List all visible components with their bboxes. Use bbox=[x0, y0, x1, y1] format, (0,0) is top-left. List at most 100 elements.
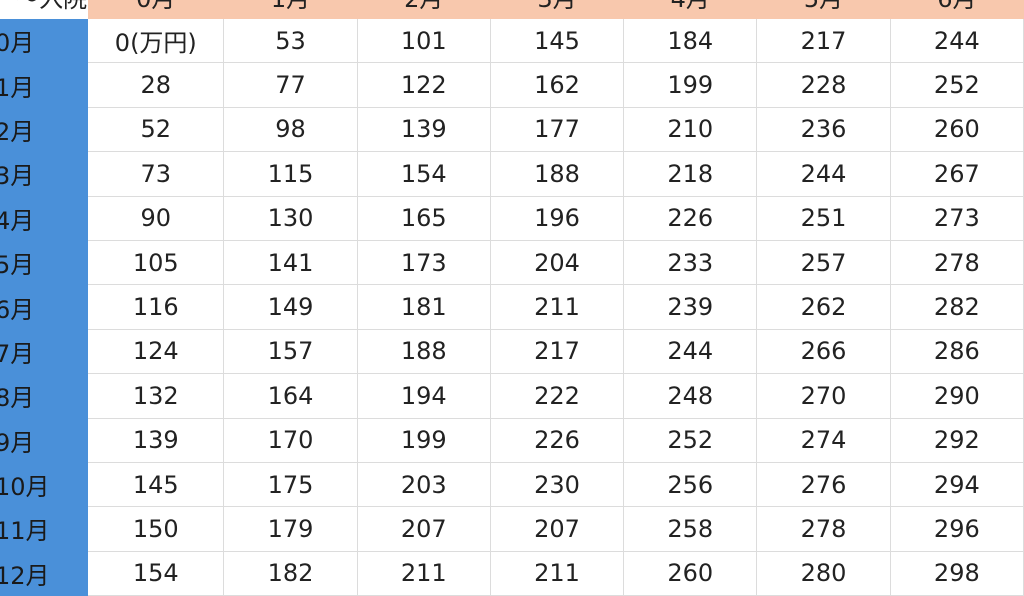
table-cell[interactable]: 251 bbox=[756, 195, 891, 241]
corner-cell[interactable]: ～入院 bbox=[0, 0, 89, 19]
table-cell[interactable]: 244 bbox=[756, 151, 891, 197]
column-header[interactable]: 3月 bbox=[489, 0, 625, 19]
table-cell[interactable]: 267 bbox=[889, 151, 1024, 197]
table-cell[interactable]: 278 bbox=[756, 506, 891, 552]
table-cell[interactable]: 218 bbox=[623, 151, 758, 197]
column-header[interactable]: 2月 bbox=[356, 0, 491, 19]
table-cell[interactable]: 226 bbox=[489, 417, 625, 463]
table-cell[interactable]: 116 bbox=[87, 284, 225, 330]
table-cell[interactable]: 162 bbox=[489, 62, 625, 108]
table-cell[interactable]: 266 bbox=[756, 328, 891, 375]
table-cell[interactable]: 154 bbox=[356, 151, 491, 197]
table-cell[interactable]: 222 bbox=[489, 373, 625, 419]
table-cell[interactable]: 256 bbox=[623, 461, 758, 508]
table-cell[interactable]: 52 bbox=[87, 106, 225, 153]
table-cell[interactable]: 252 bbox=[889, 62, 1024, 108]
table-cell[interactable]: 145 bbox=[87, 461, 225, 508]
table-cell[interactable]: 0(万円) bbox=[87, 17, 225, 64]
table-cell[interactable]: 149 bbox=[223, 284, 358, 330]
table-cell[interactable]: 145 bbox=[489, 17, 625, 64]
table-cell[interactable]: 207 bbox=[489, 506, 625, 552]
table-cell[interactable]: 236 bbox=[756, 106, 891, 153]
table-cell[interactable]: 294 bbox=[889, 461, 1024, 508]
table-cell[interactable]: 276 bbox=[756, 461, 891, 508]
row-header[interactable]: 9月 bbox=[0, 417, 89, 463]
table-cell[interactable]: 280 bbox=[756, 550, 891, 596]
table-cell[interactable]: 233 bbox=[623, 239, 758, 286]
table-cell[interactable]: 244 bbox=[889, 17, 1024, 64]
row-header[interactable]: 0月 bbox=[0, 17, 89, 64]
table-cell[interactable]: 53 bbox=[223, 17, 358, 64]
table-cell[interactable]: 239 bbox=[623, 284, 758, 330]
row-header[interactable]: 7月 bbox=[0, 328, 89, 375]
table-cell[interactable]: 139 bbox=[87, 417, 225, 463]
table-cell[interactable]: 105 bbox=[87, 239, 225, 286]
table-cell[interactable]: 173 bbox=[356, 239, 491, 286]
table-cell[interactable]: 90 bbox=[87, 195, 225, 241]
table-cell[interactable]: 270 bbox=[756, 373, 891, 419]
table-cell[interactable]: 211 bbox=[489, 284, 625, 330]
table-cell[interactable]: 177 bbox=[489, 106, 625, 153]
table-cell[interactable]: 226 bbox=[623, 195, 758, 241]
column-header[interactable]: 1月 bbox=[223, 0, 358, 19]
table-cell[interactable]: 273 bbox=[889, 195, 1024, 241]
table-cell[interactable]: 165 bbox=[356, 195, 491, 241]
table-cell[interactable]: 282 bbox=[889, 284, 1024, 330]
table-cell[interactable]: 211 bbox=[489, 550, 625, 596]
table-cell[interactable]: 196 bbox=[489, 195, 625, 241]
column-header[interactable]: 4月 bbox=[623, 0, 758, 19]
table-cell[interactable]: 278 bbox=[889, 239, 1024, 286]
table-cell[interactable]: 141 bbox=[223, 239, 358, 286]
row-header[interactable]: 3月 bbox=[0, 151, 89, 197]
table-cell[interactable]: 274 bbox=[756, 417, 891, 463]
table-cell[interactable]: 194 bbox=[356, 373, 491, 419]
table-cell[interactable]: 77 bbox=[223, 62, 358, 108]
table-cell[interactable]: 164 bbox=[223, 373, 358, 419]
table-cell[interactable]: 207 bbox=[356, 506, 491, 552]
table-cell[interactable]: 252 bbox=[623, 417, 758, 463]
table-cell[interactable]: 244 bbox=[623, 328, 758, 375]
table-cell[interactable]: 182 bbox=[223, 550, 358, 596]
table-cell[interactable]: 101 bbox=[356, 17, 491, 64]
table-cell[interactable]: 262 bbox=[756, 284, 891, 330]
table-cell[interactable]: 139 bbox=[356, 106, 491, 153]
table-cell[interactable]: 124 bbox=[87, 328, 225, 375]
row-header[interactable]: 4月 bbox=[0, 195, 89, 241]
table-cell[interactable]: 179 bbox=[223, 506, 358, 552]
row-header[interactable]: 6月 bbox=[0, 284, 89, 330]
table-cell[interactable]: 298 bbox=[889, 550, 1024, 596]
column-header[interactable]: 5月 bbox=[756, 0, 891, 19]
table-cell[interactable]: 122 bbox=[356, 62, 491, 108]
table-cell[interactable]: 188 bbox=[489, 151, 625, 197]
table-cell[interactable]: 286 bbox=[889, 328, 1024, 375]
column-header[interactable]: 0月 bbox=[87, 0, 225, 19]
table-cell[interactable]: 217 bbox=[756, 17, 891, 64]
row-header[interactable]: 5月 bbox=[0, 239, 89, 286]
table-cell[interactable]: 210 bbox=[623, 106, 758, 153]
table-cell[interactable]: 211 bbox=[356, 550, 491, 596]
table-cell[interactable]: 292 bbox=[889, 417, 1024, 463]
table-cell[interactable]: 248 bbox=[623, 373, 758, 419]
table-cell[interactable]: 260 bbox=[623, 550, 758, 596]
table-cell[interactable]: 130 bbox=[223, 195, 358, 241]
row-header[interactable]: 8月 bbox=[0, 373, 89, 419]
table-cell[interactable]: 217 bbox=[489, 328, 625, 375]
table-cell[interactable]: 184 bbox=[623, 17, 758, 64]
table-cell[interactable]: 170 bbox=[223, 417, 358, 463]
table-cell[interactable]: 204 bbox=[489, 239, 625, 286]
row-header[interactable]: 10月 bbox=[0, 461, 89, 508]
table-cell[interactable]: 132 bbox=[87, 373, 225, 419]
table-cell[interactable]: 73 bbox=[87, 151, 225, 197]
row-header[interactable]: 11月 bbox=[0, 506, 89, 552]
table-cell[interactable]: 260 bbox=[889, 106, 1024, 153]
table-cell[interactable]: 188 bbox=[356, 328, 491, 375]
row-header[interactable]: 1月 bbox=[0, 62, 89, 108]
table-cell[interactable]: 181 bbox=[356, 284, 491, 330]
table-cell[interactable]: 257 bbox=[756, 239, 891, 286]
table-cell[interactable]: 203 bbox=[356, 461, 491, 508]
table-cell[interactable]: 115 bbox=[223, 151, 358, 197]
table-cell[interactable]: 98 bbox=[223, 106, 358, 153]
table-cell[interactable]: 199 bbox=[623, 62, 758, 108]
table-cell[interactable]: 175 bbox=[223, 461, 358, 508]
table-cell[interactable]: 154 bbox=[87, 550, 225, 596]
